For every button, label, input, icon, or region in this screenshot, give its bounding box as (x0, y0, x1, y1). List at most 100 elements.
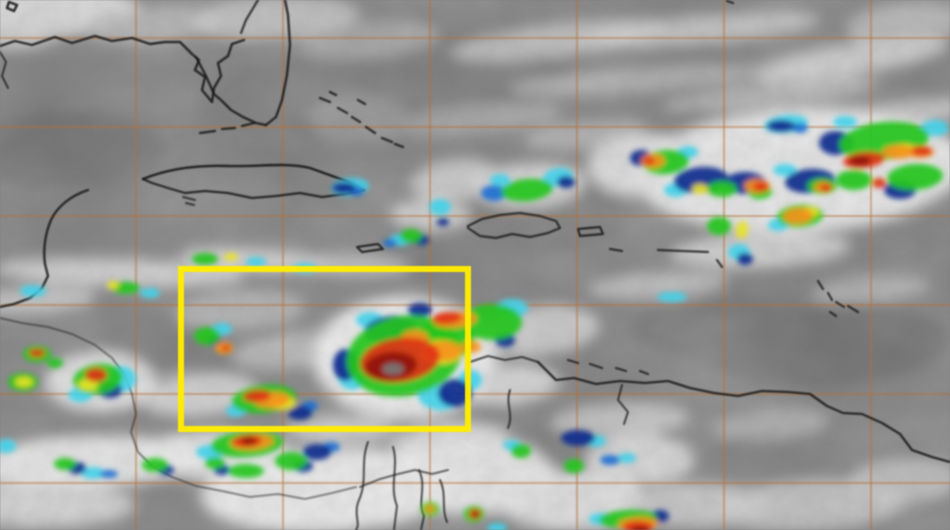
coastline-maracaibo (617, 384, 629, 425)
coastline-florida-east (264, 0, 292, 127)
coastline-bahamas (318, 90, 405, 149)
cell-red (643, 157, 655, 165)
cell-green (887, 163, 943, 191)
coastline-texas-edge (0, 51, 9, 89)
coastline-jamaica (355, 242, 385, 254)
convection-mid-right-cyan (657, 292, 687, 302)
coastline-guajira (469, 355, 539, 429)
coastline-hispaniola (466, 211, 562, 240)
cell-blue (600, 455, 620, 465)
convection-cuba-blue-blob (331, 177, 369, 197)
convection-box-west-small (194, 323, 233, 354)
cell-green (400, 229, 422, 243)
cell-green (564, 459, 584, 473)
cell-blue (481, 185, 507, 201)
coastline-panama (359, 469, 449, 488)
cell-cyan (833, 116, 857, 128)
coastline-yucatan (0, 188, 90, 309)
cell-cyan (618, 453, 636, 463)
cell-blue (792, 123, 808, 133)
cell-cyan (487, 523, 507, 530)
cell-yellow (692, 184, 708, 194)
cell-green (836, 170, 872, 190)
coastline-cuba-south (141, 177, 366, 200)
cell-red (820, 184, 832, 192)
coastline-top-right-dot (725, 0, 735, 5)
convection-small-south-cells (421, 502, 507, 530)
cell-cyan (140, 288, 160, 298)
cell-cyan (20, 285, 46, 297)
cell-yellow (15, 377, 33, 387)
cell-orange (425, 505, 435, 513)
cell-cyan (921, 120, 949, 136)
cell-navy (557, 176, 575, 188)
cell-cyan (490, 174, 510, 186)
highlight-box (178, 266, 471, 432)
cell-navy (303, 444, 331, 460)
cell-cyan (429, 199, 451, 215)
cell-red (872, 178, 886, 188)
cell-cyan (0, 439, 16, 453)
coastline-central-america (0, 317, 357, 500)
coastline-venezuela-coast (536, 360, 950, 464)
cell-navy (737, 253, 753, 265)
convection-tr-north-blue (764, 114, 808, 134)
cell-navy (767, 120, 795, 132)
cell-red (912, 146, 932, 156)
cell-red (85, 368, 107, 382)
cell-green (275, 452, 307, 470)
coastline-windward-trinidad (816, 279, 860, 318)
cell-red (432, 311, 462, 325)
cell-orange (882, 145, 914, 159)
convection-bottom-red-cell (589, 509, 669, 530)
coastline-top-left-mark (5, 0, 19, 13)
cell-green (47, 358, 63, 368)
cell-green (205, 457, 225, 469)
cell-navy (288, 406, 312, 420)
cell-cyan (81, 467, 105, 479)
cell-yellow (78, 379, 98, 391)
cell-yellow (735, 221, 749, 239)
cell-navy (561, 430, 595, 446)
cell-green (228, 464, 264, 478)
convection-tr-south-orange (768, 204, 823, 231)
convection-box-main-cluster (333, 299, 528, 411)
cell-green (707, 181, 737, 197)
convection-hispaniola-green-blob (481, 167, 575, 202)
convection-tr-big-right (819, 116, 949, 199)
cell-navy (437, 218, 449, 226)
cell-green (192, 253, 218, 265)
convection-layer (0, 114, 949, 530)
cell-maroon (849, 156, 871, 166)
convection-west-caribbean-cluster (8, 346, 136, 402)
cell-green (707, 217, 731, 235)
cell-navy (408, 303, 432, 317)
cell-red (222, 345, 230, 351)
coastline-puerto-rico (576, 225, 605, 238)
coastline-gulf-coast (0, 34, 246, 104)
coastline-florida-top (239, 0, 260, 35)
cell-maroon (473, 512, 479, 518)
cell-yellow (107, 281, 119, 289)
cell-core (382, 363, 404, 375)
cell-blue (383, 239, 397, 247)
cell-maroon (241, 437, 257, 445)
cell-navy (332, 182, 356, 194)
convection-box-lower-left (226, 384, 318, 420)
coastline-florida-keys (198, 121, 256, 135)
coastline-colombia-squiggles (355, 441, 448, 530)
cell-cyan (657, 292, 687, 302)
cell-green (142, 458, 168, 472)
convection-tr-small-south (707, 217, 753, 265)
convection-below-box-cluster (196, 430, 340, 478)
convection-bottom-left-band (0, 439, 174, 479)
cell-orange (783, 207, 813, 225)
cell-green (501, 178, 553, 202)
cell-blue (100, 470, 118, 478)
cell-green (511, 444, 531, 458)
coastline-lesser-antilles (608, 247, 724, 269)
